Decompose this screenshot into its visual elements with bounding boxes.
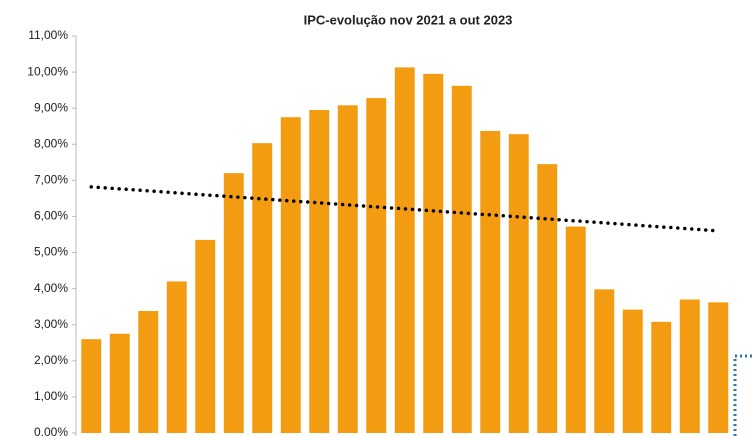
bar (622, 309, 643, 433)
bar (195, 239, 216, 433)
y-tick-label: 7,00% (34, 173, 68, 187)
bar (537, 164, 558, 433)
bar (679, 299, 700, 433)
bar (138, 311, 159, 433)
bar (223, 173, 244, 434)
bar (565, 226, 586, 433)
chart-title: IPC-evolução nov 2021 a out 2023 (304, 12, 513, 27)
y-tick-label: 6,00% (34, 209, 68, 223)
y-tick-label: 2,00% (34, 353, 68, 367)
bar (594, 289, 615, 433)
bar (166, 281, 187, 433)
y-tick-label: 8,00% (34, 136, 68, 150)
bar (337, 105, 358, 433)
bar (480, 130, 501, 433)
bar (423, 73, 444, 434)
bar (81, 339, 102, 433)
bar (651, 321, 672, 433)
y-tick-label: 0,00% (34, 425, 68, 436)
y-tick-label: 5,00% (34, 245, 68, 259)
bar (366, 98, 387, 434)
bar (508, 134, 529, 433)
bar (252, 143, 273, 433)
y-tick-label: 11,00% (28, 28, 68, 42)
y-tick-label: 1,00% (34, 389, 68, 403)
y-tick-label: 9,00% (34, 100, 68, 114)
y-tick-label: 3,00% (34, 317, 68, 331)
bar (109, 333, 130, 433)
bar (309, 109, 330, 434)
trend-line (89, 185, 720, 233)
y-tick-label: 10,00% (27, 64, 68, 78)
bar (280, 117, 301, 434)
selection-box (733, 354, 752, 436)
bar (451, 85, 472, 434)
y-tick-label: 4,00% (34, 281, 68, 295)
bar (708, 302, 729, 433)
bar (394, 67, 415, 433)
